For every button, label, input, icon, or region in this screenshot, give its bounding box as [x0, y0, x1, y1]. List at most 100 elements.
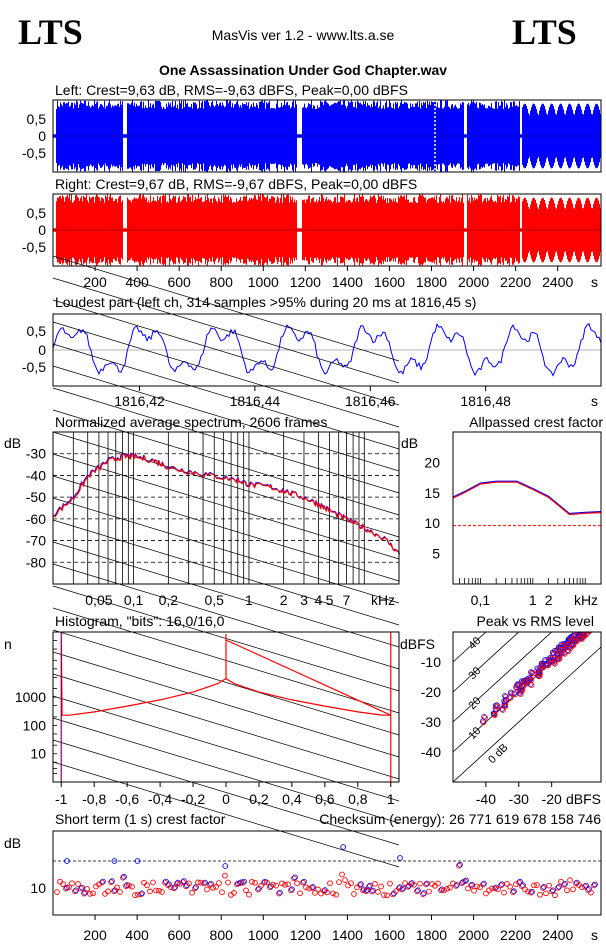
xtick-label: 1: [529, 592, 537, 608]
scatter-point-left: [490, 710, 497, 717]
loudest-part-title: Loudest part (left ch, 314 samples >95% …: [55, 294, 476, 310]
crest-point-right: [309, 885, 315, 891]
crest-point-right: [276, 890, 282, 897]
crest-point-right: [147, 888, 153, 895]
crest-point-right: [471, 887, 477, 894]
crest-point-right: [243, 887, 249, 894]
crest-point-right: [381, 892, 387, 898]
crest-point-right: [129, 883, 135, 890]
ytick: 0: [38, 342, 46, 358]
scatter-point-left: [501, 702, 508, 709]
crest-point-left: [424, 880, 430, 887]
crest-point-right: [543, 890, 549, 897]
crest-point-right: [507, 883, 513, 890]
scatter-point-left: [514, 681, 521, 687]
crest-point-right: [300, 879, 306, 886]
crest-point-right: [546, 882, 552, 889]
crest-point-right: [351, 891, 357, 897]
crest-point-right: [528, 889, 534, 896]
spectrum-avg-line: [53, 453, 401, 555]
crest-point-right: [144, 882, 150, 889]
checksum-label: Checksum (energy): 26 771 619 678 158 74…: [319, 811, 601, 827]
xtick-label: 1816,48: [460, 393, 511, 409]
scatter-point-left: [568, 642, 575, 648]
ytick-label: 10: [424, 515, 440, 531]
xunit: s: [591, 927, 598, 943]
crest-point-right: [324, 889, 330, 896]
crest-point-left: [181, 878, 187, 884]
crest-point-left: [121, 873, 127, 880]
crest-point-right: [255, 886, 261, 893]
scatter-point-left: [563, 640, 570, 647]
crest-point-right: [321, 888, 327, 894]
xtick-label: 1600: [374, 927, 405, 943]
avg-spectrum-title: Normalized average spectrum, 2606 frames: [55, 414, 327, 430]
crest-point-right: [462, 878, 468, 885]
scatter-point-right: [491, 711, 498, 718]
left-waveform-title: Left: Crest=9,63 dB, RMS=-9,63 dBFS, Pea…: [55, 82, 408, 98]
crest-point-right: [99, 879, 105, 886]
crest-point-right: [474, 883, 480, 890]
crest-point-right: [210, 884, 216, 891]
crest-point-right: [177, 880, 183, 887]
slope-line: [52, 541, 400, 648]
crest-point-left: [64, 858, 70, 864]
scatter-point-left: [544, 661, 550, 667]
allpassed-crest-title: Allpassed crest factor: [469, 414, 603, 430]
crest-point-right: [534, 882, 540, 888]
crest-point-right: [78, 885, 84, 892]
crest-point-right: [336, 879, 342, 885]
diag-label: 20: [466, 695, 483, 712]
crest-point-left: [100, 878, 106, 885]
right-waveform-frame: [52, 193, 602, 267]
ytick-label: -60: [26, 511, 46, 527]
xtick-label: -0,6: [115, 791, 139, 807]
crest-point-right: [327, 880, 333, 887]
xtick-label: 1: [245, 592, 253, 608]
scatter-point-left: [493, 702, 500, 708]
xtick-label: 5: [326, 592, 334, 608]
xlabel: dBFS: [566, 791, 601, 807]
ytick-label: 15: [424, 485, 440, 501]
scatter-point-right: [545, 662, 551, 668]
xtick-label: 1816,44: [230, 393, 281, 409]
scatter-point-left: [594, 610, 599, 615]
xtick-label: 600: [167, 927, 191, 943]
ytick-label: -30: [26, 446, 46, 462]
crest-point-right: [501, 889, 507, 896]
crest-point-right: [63, 885, 69, 892]
scatter-point-right: [593, 620, 598, 625]
crest-point-left: [592, 881, 598, 888]
scatter-point-right: [504, 697, 510, 704]
crest-point-right: [294, 880, 300, 887]
crest-point-left: [481, 880, 487, 887]
ytick-label: 1000: [15, 689, 46, 705]
scatter-point-right: [525, 677, 532, 683]
slope-line: [52, 387, 400, 494]
logo-left: LTS: [18, 12, 83, 52]
crest-point-right: [333, 891, 339, 898]
crest-point-right: [72, 888, 78, 895]
diag-label: 10: [466, 725, 483, 742]
xtick-label: 0,1: [124, 592, 144, 608]
ytick: 0,5: [27, 323, 47, 339]
scatter-point-right: [595, 611, 600, 616]
crest-point-left: [64, 884, 70, 891]
crest-point-right: [504, 880, 510, 887]
crest-point-left: [73, 887, 79, 894]
crest-point-left: [292, 874, 298, 881]
crest-point-right: [423, 881, 429, 888]
crest-point-right: [540, 885, 546, 891]
crest-point-right: [420, 891, 426, 897]
scatter-point-left: [503, 696, 509, 703]
crest-point-right: [270, 881, 276, 888]
scatter-point-right: [576, 635, 583, 641]
version-label: MasVis ver 1.2 - www.lts.a.se: [212, 27, 395, 43]
ytick: -0,5: [22, 145, 46, 161]
crest-point-right: [375, 889, 381, 895]
ytick: 0,5: [27, 205, 47, 221]
xtick-label: 1200: [290, 927, 321, 943]
xtick-label: 2200: [500, 927, 531, 943]
crest-point-right: [393, 888, 399, 894]
crest-point-right: [195, 879, 201, 886]
